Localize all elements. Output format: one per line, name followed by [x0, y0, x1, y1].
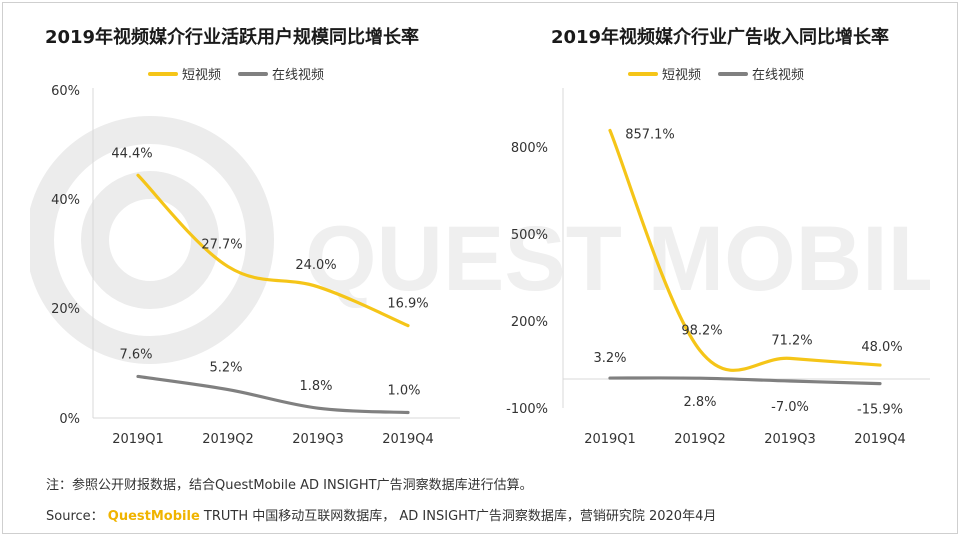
data-label: 98.2% — [681, 324, 722, 339]
x-tick-label: 2019Q4 — [854, 432, 906, 447]
y-tick-label: 800% — [511, 141, 548, 156]
x-tick-label: 2019Q1 — [112, 432, 164, 447]
data-label: 44.4% — [111, 146, 152, 161]
series-line — [608, 128, 882, 372]
y-tick-label: 20% — [51, 302, 80, 317]
data-label: 24.0% — [295, 258, 336, 273]
y-tick-label: -100% — [506, 402, 548, 417]
data-label: 1.0% — [387, 384, 420, 399]
chart-title: 2019年视频媒介行业广告收入同比增长率 — [551, 26, 889, 48]
data-label: 2.8% — [683, 395, 716, 410]
series-line — [136, 173, 410, 328]
source-rest: TRUTH 中国移动互联网数据库， AD INSIGHT广告洞察数据库，营销研究… — [199, 509, 717, 524]
data-label: 48.0% — [861, 340, 902, 355]
y-tick-label: 500% — [511, 228, 548, 243]
source-brand: QuestMobile — [107, 509, 200, 524]
footnote: 注：参照公开财报数据，结合QuestMobile AD INSIGHT广告洞察数… — [46, 478, 533, 493]
data-label: 1.8% — [299, 379, 332, 394]
data-label: -15.9% — [857, 403, 903, 418]
series-line — [136, 374, 410, 415]
y-tick-label: 0% — [59, 412, 80, 427]
data-label: -7.0% — [771, 400, 809, 415]
legend-label: 在线视频 — [752, 68, 804, 83]
x-tick-label: 2019Q1 — [584, 432, 636, 447]
x-tick-label: 2019Q3 — [764, 432, 816, 447]
x-tick-label: 2019Q2 — [202, 432, 254, 447]
data-label: 16.9% — [387, 297, 428, 312]
y-tick-label: 60% — [51, 84, 80, 99]
data-label: 27.7% — [201, 238, 242, 253]
x-tick-label: 2019Q4 — [382, 432, 434, 447]
data-label: 3.2% — [593, 351, 626, 366]
data-label: 7.6% — [119, 347, 152, 362]
series-line — [608, 376, 882, 386]
y-tick-label: 40% — [51, 193, 80, 208]
source-line: Source： QuestMobile TRUTH 中国移动互联网数据库， AD… — [46, 505, 716, 524]
source-prefix: Source： — [46, 509, 104, 524]
x-tick-label: 2019Q2 — [674, 432, 726, 447]
legend-label: 在线视频 — [272, 68, 324, 83]
data-label: 857.1% — [625, 127, 675, 142]
y-tick-label: 200% — [511, 315, 548, 330]
legend-label: 短视频 — [662, 68, 701, 83]
x-tick-label: 2019Q3 — [292, 432, 344, 447]
chart-title: 2019年视频媒介行业活跃用户规模同比增长率 — [45, 26, 419, 48]
data-label: 71.2% — [771, 333, 812, 348]
legend-label: 短视频 — [182, 68, 221, 83]
data-label: 5.2% — [209, 361, 242, 376]
